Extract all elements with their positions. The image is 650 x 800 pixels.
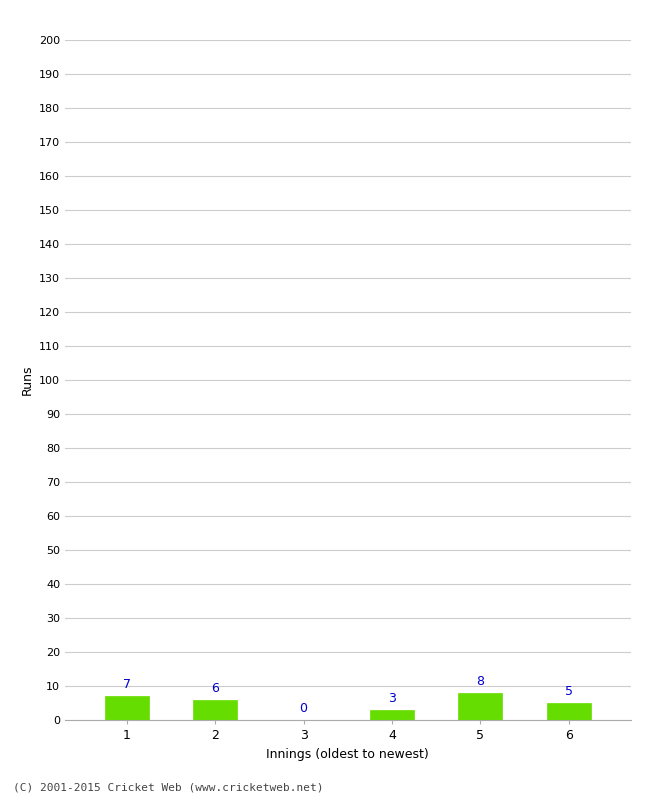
Text: (C) 2001-2015 Cricket Web (www.cricketweb.net): (C) 2001-2015 Cricket Web (www.cricketwe…: [13, 782, 324, 792]
Text: 6: 6: [211, 682, 219, 694]
Bar: [547, 703, 591, 720]
Y-axis label: Runs: Runs: [20, 365, 33, 395]
Text: 3: 3: [388, 692, 396, 705]
Text: 0: 0: [300, 702, 307, 715]
Bar: [105, 696, 149, 720]
Bar: [458, 693, 502, 720]
Text: 8: 8: [476, 674, 484, 688]
X-axis label: Innings (oldest to newest): Innings (oldest to newest): [266, 747, 429, 761]
Text: 7: 7: [123, 678, 131, 691]
Bar: [370, 710, 414, 720]
Text: 5: 5: [565, 685, 573, 698]
Bar: [193, 699, 237, 720]
